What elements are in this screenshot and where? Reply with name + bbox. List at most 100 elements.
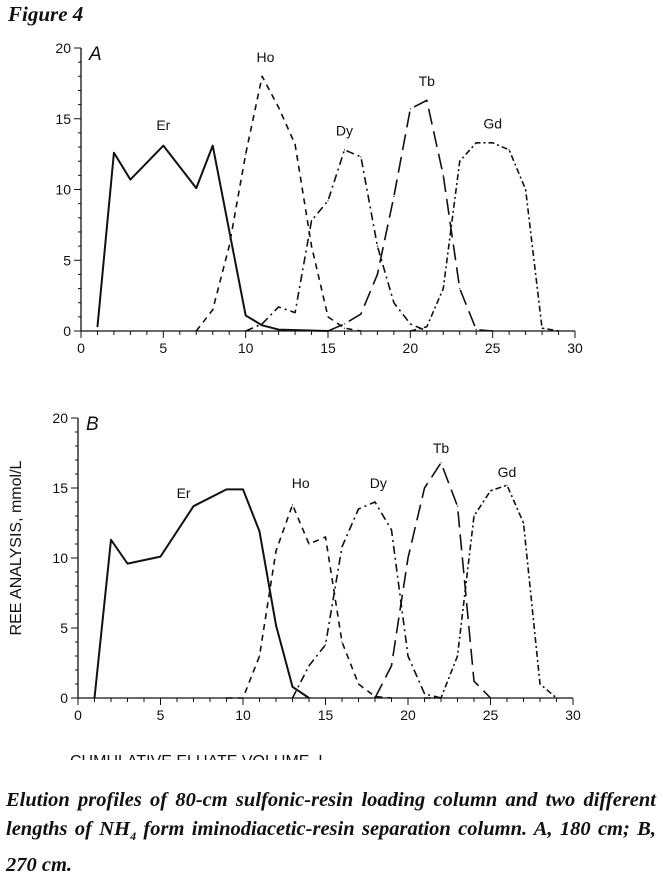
panel-a-point-dy <box>327 200 329 202</box>
panel-a-point-ho <box>360 330 362 332</box>
panel-a-point-er <box>212 145 214 147</box>
panel-b-point-tb <box>473 680 475 682</box>
panel-b-point-dy <box>291 697 294 699</box>
caption-part1: Elution profiles of 80-cm sulfonic-resin… <box>6 789 656 840</box>
panel-b-point-er <box>93 697 96 699</box>
panel-b-point-er <box>225 488 228 490</box>
panel-a-point-ho <box>245 153 247 155</box>
panel-b-y-tick-label: 5 <box>60 620 68 636</box>
panel-a-x-tick-label: 20 <box>403 340 419 356</box>
panel-a-point-ho <box>278 106 280 109</box>
panel-b-point-gd <box>489 490 492 492</box>
panel-b-point-gd <box>456 655 459 657</box>
panel-a-point-er <box>113 152 115 154</box>
panel-a-point-tb <box>343 323 346 325</box>
panel-b-series-gd <box>424 484 558 699</box>
panel-a-point-gd <box>459 160 461 162</box>
panel-a-point-er <box>129 178 131 181</box>
panel-b-point-er <box>159 556 162 558</box>
panel-a-point-tb <box>426 99 428 101</box>
panel-a-point-er <box>245 314 247 317</box>
panel-a-point-ho <box>261 75 263 77</box>
panel-a-series-label-er: Er <box>156 117 170 133</box>
panel-b-point-ho <box>258 655 261 657</box>
panel-b-point-er <box>110 539 112 541</box>
panel-a-series-label-gd: Gd <box>483 116 502 132</box>
panel-b-point-er <box>126 563 129 565</box>
panel-b-point-gd <box>440 697 442 699</box>
panel-a-point-er <box>278 328 280 331</box>
panel-a-series-label-tb: Tb <box>419 73 436 89</box>
panel-a-point-er <box>162 145 164 147</box>
panel-b-point-ho <box>324 536 327 538</box>
panel-a-point-tb <box>475 328 477 331</box>
panel-a-point-gd <box>409 330 411 332</box>
panel-a-y-tick-label: 15 <box>55 111 71 127</box>
panel-b-series-er <box>93 488 310 699</box>
panel-b-point-er <box>258 530 261 533</box>
panel-a-point-gd <box>508 149 510 151</box>
panel-b-point-er <box>275 624 277 626</box>
panel-a-point-gd <box>475 142 477 144</box>
panel-a-point-tb <box>442 174 444 176</box>
panel-a-point-gd <box>541 327 543 329</box>
caption-subscript: 4 <box>130 829 137 844</box>
panel-a-point-ho <box>212 309 214 311</box>
panel-a-series-er <box>96 144 329 332</box>
panel-a-point-dy <box>261 323 263 325</box>
panel-b-series-tb <box>374 461 492 699</box>
panel-b-point-dy <box>407 655 409 657</box>
panel-a-point-dy <box>376 245 378 247</box>
panel-b-point-ho <box>242 697 244 699</box>
panel-a-x-tick-label: 10 <box>238 340 254 356</box>
panel-b-point-tb <box>423 487 426 489</box>
panel-a-point-ho <box>294 143 296 145</box>
panel-a-series-ho <box>195 75 362 332</box>
panel-b-point-gd <box>555 697 558 699</box>
panel-b-point-ho <box>357 683 360 685</box>
panel-b-point-dy <box>423 693 426 695</box>
panel-a-y-tick-label: 20 <box>55 40 71 56</box>
panel-a-point-tb <box>376 273 378 275</box>
panel-a-point-gd <box>492 142 494 144</box>
panel-b-point-tb <box>440 462 442 464</box>
panel-b-point-tb <box>489 697 492 699</box>
panel-b-point-gd <box>506 484 508 486</box>
panel-b-series-label-tb: Tb <box>433 440 450 456</box>
panel-b-point-tb <box>456 505 459 507</box>
panel-b-point-tb <box>390 665 393 667</box>
panel-a-point-ho <box>327 316 329 318</box>
panel-a-x-tick-label: 0 <box>77 340 85 356</box>
panel-b-point-tb <box>407 557 409 559</box>
figure-caption: Elution profiles of 80-cm sulfonic-resin… <box>6 786 656 880</box>
panel-a-point-er <box>195 187 197 189</box>
panel-a-series-label-ho: Ho <box>256 49 274 65</box>
panel-b-point-ho <box>275 550 277 552</box>
panel-a-point-tb <box>492 330 494 332</box>
panel-b-x-tick-label: 5 <box>157 707 165 723</box>
panel-b-point-er <box>308 697 310 699</box>
panel-a-point-gd <box>442 287 444 290</box>
panel-a-point-er <box>96 326 99 328</box>
panel-b-x-tick-label: 20 <box>400 707 416 723</box>
panel-b-label: B <box>86 414 99 435</box>
panel-b-x-tick-label: 30 <box>565 707 581 723</box>
panel-b-x-axis-title: CUMULATIVE ELUATE VOLUME, L <box>70 753 327 760</box>
panel-b-y-tick-label: 15 <box>52 480 68 496</box>
panel-a-point-tb <box>360 313 362 315</box>
panel-a-point-dy <box>310 220 313 222</box>
panel-a-y-tick-label: 5 <box>63 252 71 268</box>
panel-a-point-dy <box>426 330 428 332</box>
panel-b-point-dy <box>341 546 343 548</box>
panel-a-x-tick-label: 25 <box>485 340 501 356</box>
panel-a-label: A <box>88 44 102 65</box>
panel-a-point-tb <box>459 287 461 290</box>
panel-b-point-er <box>242 488 244 490</box>
panel-b-x-tick-label: 15 <box>318 707 334 723</box>
panel-b-point-ho <box>390 697 393 699</box>
panel-a-point-gd <box>525 188 527 191</box>
panel-b-y-axis-title: REE ANALYSIS, mmol/L <box>8 460 25 635</box>
panel-a-point-tb <box>327 330 329 332</box>
panel-b-series-label-er: Er <box>177 485 191 501</box>
panel-a-x-tick-label: 30 <box>567 340 583 356</box>
